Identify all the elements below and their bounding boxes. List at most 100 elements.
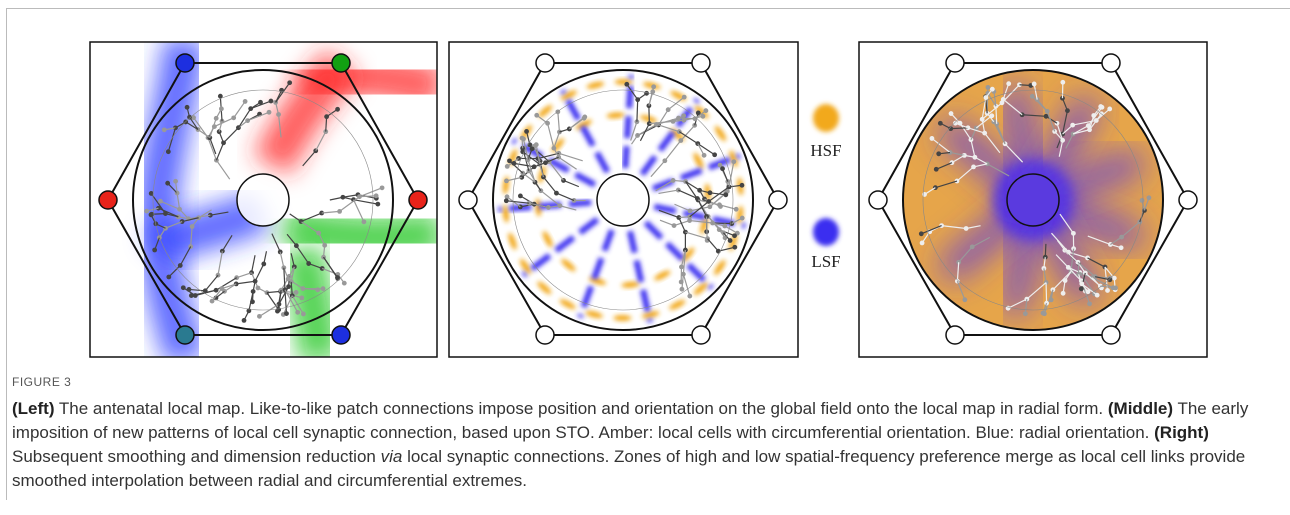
dendrite	[316, 132, 326, 151]
cell	[1098, 104, 1103, 109]
figure-image: HSF LSF	[0, 0, 1290, 370]
dendrite	[659, 125, 680, 132]
cell	[158, 199, 163, 204]
dendrite	[543, 177, 556, 193]
cell	[504, 198, 509, 203]
cell	[732, 233, 737, 238]
cell	[986, 85, 991, 90]
cell	[1105, 288, 1110, 293]
cell	[524, 129, 529, 134]
dendrite	[216, 160, 229, 179]
dendrite	[353, 200, 377, 204]
vertex	[409, 191, 427, 209]
cell	[152, 248, 157, 253]
dendrite	[238, 109, 250, 128]
dendrite	[685, 232, 707, 239]
vertex	[692, 54, 710, 72]
cell	[1140, 198, 1145, 203]
amber-cell	[586, 80, 605, 90]
legend-label: LSF	[811, 252, 840, 271]
dendrite	[208, 138, 216, 161]
dendrite	[218, 251, 222, 275]
cell	[1119, 245, 1124, 250]
cell	[374, 193, 379, 198]
dendrite	[216, 143, 223, 160]
vertex	[692, 326, 710, 344]
dendrite	[267, 293, 279, 310]
amber-cell	[506, 232, 518, 251]
caption-section-label: (Left)	[12, 399, 54, 418]
cell	[299, 295, 304, 300]
cell	[149, 212, 154, 217]
cell	[505, 164, 510, 169]
cell	[257, 314, 262, 319]
cell	[949, 111, 954, 116]
dendrite	[690, 221, 713, 223]
dendrite	[683, 274, 689, 296]
cell	[534, 142, 539, 147]
dendrite	[506, 201, 529, 203]
cell	[732, 245, 737, 250]
cell	[722, 224, 727, 229]
panel-middle	[459, 54, 787, 344]
caption-text: Subsequent smoothing and dimension reduc…	[12, 447, 376, 466]
cell	[1087, 301, 1092, 306]
page: HSF LSF FIGURE 3 (Left) The antenatal lo…	[0, 0, 1290, 515]
cell	[1107, 277, 1112, 282]
cell	[624, 82, 629, 87]
amber-cell	[585, 309, 604, 319]
cell	[180, 219, 185, 224]
dendrite	[224, 128, 239, 143]
caption-text: The antenatal local map. Like-to-like pa…	[59, 399, 1103, 418]
panel-left	[99, 40, 440, 360]
vertex	[99, 191, 117, 209]
cell	[1095, 293, 1100, 298]
cell	[731, 159, 736, 164]
dendrite	[514, 163, 534, 166]
cell	[375, 202, 380, 207]
cell	[1061, 291, 1066, 296]
cell	[315, 287, 320, 292]
cell	[267, 110, 272, 115]
cell	[162, 127, 167, 132]
cell	[284, 311, 289, 316]
cell	[165, 181, 170, 186]
vertex	[536, 54, 554, 72]
cell	[507, 158, 512, 163]
dendrite	[272, 234, 280, 252]
amber-cell	[560, 257, 578, 273]
blue-cell	[523, 219, 597, 275]
dendrite	[236, 281, 255, 284]
dendrite	[708, 239, 719, 251]
cell	[934, 167, 939, 172]
cell	[188, 244, 193, 249]
caption-emphasis: via	[381, 447, 403, 466]
inner-ring	[1007, 174, 1059, 226]
cell	[920, 241, 925, 246]
cell	[701, 114, 706, 119]
cell	[335, 107, 340, 112]
legend-label: HSF	[810, 141, 841, 160]
cell	[1049, 297, 1054, 302]
cell	[335, 276, 340, 281]
amber-cell	[502, 204, 510, 223]
amber-cell	[615, 79, 633, 85]
dendrite	[548, 123, 554, 148]
inner-ring	[597, 174, 649, 226]
cell	[276, 307, 281, 312]
dendrite	[255, 264, 264, 281]
cell	[740, 183, 745, 188]
cell	[635, 133, 640, 138]
cell	[173, 179, 178, 184]
dendrite	[686, 182, 700, 191]
cell	[521, 137, 526, 142]
cell	[651, 84, 656, 89]
cell	[712, 152, 717, 157]
cell	[380, 185, 385, 190]
cell	[518, 194, 523, 199]
amber-cell	[668, 298, 687, 312]
cell	[936, 151, 941, 156]
cell	[185, 105, 190, 110]
dendrite	[951, 128, 968, 129]
dendrite	[640, 124, 649, 141]
